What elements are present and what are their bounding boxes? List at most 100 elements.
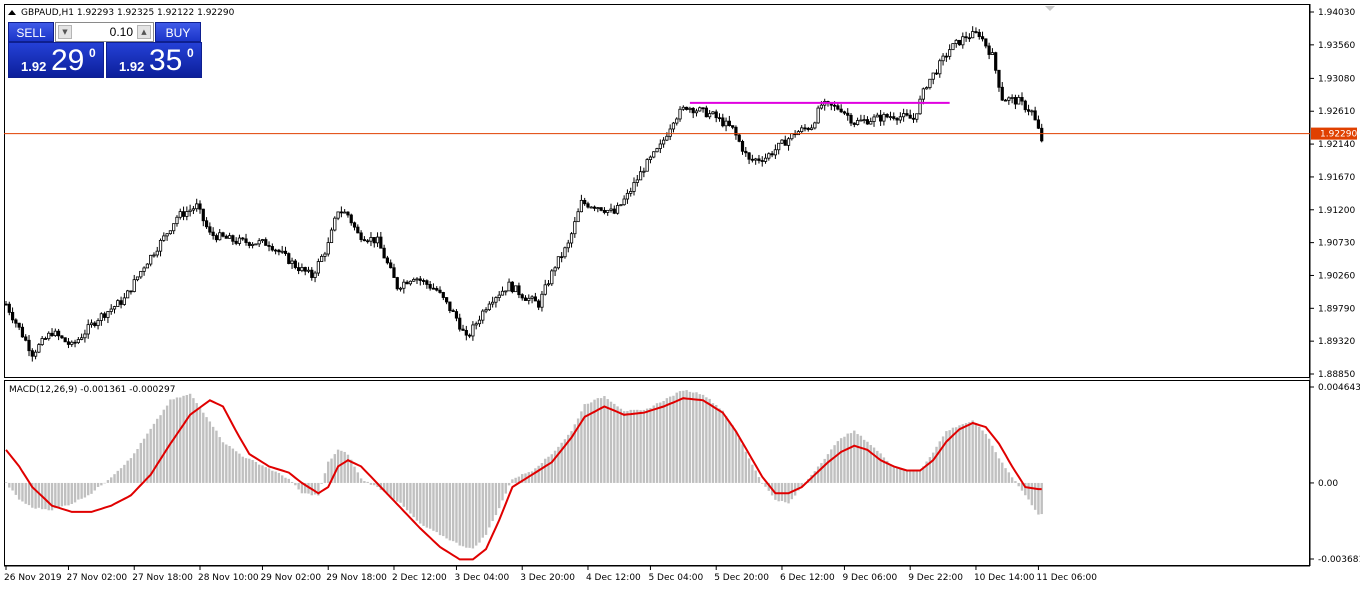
candle[interactable] <box>448 301 452 314</box>
candle[interactable] <box>359 230 363 243</box>
candle[interactable] <box>619 204 623 207</box>
candle[interactable] <box>1023 99 1027 113</box>
candle[interactable] <box>37 343 41 354</box>
candle[interactable] <box>944 52 948 62</box>
candle[interactable] <box>915 113 919 123</box>
candle[interactable] <box>487 301 491 311</box>
candle[interactable] <box>415 277 419 284</box>
candle[interactable] <box>842 110 847 116</box>
candle[interactable] <box>691 107 695 119</box>
candle[interactable] <box>514 285 518 293</box>
candle[interactable] <box>458 313 462 332</box>
candle[interactable] <box>477 315 482 327</box>
candle[interactable] <box>658 139 662 154</box>
candle[interactable] <box>116 299 120 307</box>
candle[interactable] <box>221 231 225 238</box>
candle[interactable] <box>366 239 370 244</box>
candle[interactable] <box>198 200 202 214</box>
candle[interactable] <box>139 270 143 279</box>
candle[interactable] <box>727 115 731 127</box>
candle[interactable] <box>984 38 988 49</box>
candle[interactable] <box>103 311 107 321</box>
candle[interactable] <box>20 323 25 338</box>
candle[interactable] <box>533 292 537 302</box>
candle[interactable] <box>66 337 71 349</box>
candle[interactable] <box>994 51 998 74</box>
candle[interactable] <box>688 106 692 113</box>
candle[interactable] <box>83 329 87 343</box>
candle[interactable] <box>468 333 472 339</box>
candle[interactable] <box>306 266 311 274</box>
candle[interactable] <box>70 340 74 347</box>
candle[interactable] <box>175 215 179 227</box>
candle[interactable] <box>668 124 672 141</box>
candle[interactable] <box>293 259 297 270</box>
candle[interactable] <box>471 321 475 341</box>
candle[interactable] <box>813 121 817 130</box>
candle[interactable] <box>313 270 317 283</box>
candle[interactable] <box>530 295 534 304</box>
candle[interactable] <box>629 187 633 197</box>
candle[interactable] <box>698 106 702 112</box>
candle[interactable] <box>662 137 666 148</box>
candle[interactable] <box>149 254 153 267</box>
candle[interactable] <box>142 266 146 276</box>
candle[interactable] <box>227 232 232 239</box>
candle[interactable] <box>615 202 620 215</box>
candle[interactable] <box>957 39 962 46</box>
candle[interactable] <box>126 289 130 299</box>
candle[interactable] <box>172 223 176 235</box>
candle[interactable] <box>708 110 712 120</box>
candle[interactable] <box>750 154 754 163</box>
candle[interactable] <box>622 195 626 206</box>
candle[interactable] <box>379 231 383 249</box>
candle[interactable] <box>504 290 508 296</box>
candle[interactable] <box>763 153 768 164</box>
candle[interactable] <box>777 142 781 155</box>
candle[interactable] <box>76 337 80 345</box>
candle[interactable] <box>80 333 84 341</box>
candle[interactable] <box>809 124 814 131</box>
candle[interactable] <box>859 114 863 122</box>
candle[interactable] <box>681 105 685 111</box>
candle[interactable] <box>165 233 169 241</box>
candle[interactable] <box>53 328 57 337</box>
candle[interactable] <box>185 206 189 221</box>
candle[interactable] <box>951 43 955 51</box>
candle[interactable] <box>882 112 886 126</box>
candle[interactable] <box>119 296 123 309</box>
candle[interactable] <box>931 72 935 85</box>
candle[interactable] <box>264 237 268 246</box>
chart-shift-marker-icon[interactable] <box>1045 6 1055 11</box>
candle[interactable] <box>573 216 577 238</box>
candle[interactable] <box>1017 94 1021 105</box>
lot-size-field[interactable]: ▼ 0.10 ▲ <box>55 22 154 42</box>
candle[interactable] <box>579 194 584 213</box>
candle[interactable] <box>717 113 722 122</box>
candle[interactable] <box>556 256 560 270</box>
candle[interactable] <box>1013 94 1018 110</box>
candle[interactable] <box>754 157 758 165</box>
candle[interactable] <box>352 221 357 231</box>
candle[interactable] <box>770 150 774 158</box>
candle[interactable] <box>428 281 432 291</box>
candle[interactable] <box>596 207 600 213</box>
candle[interactable] <box>724 117 728 132</box>
candle[interactable] <box>4 300 8 306</box>
candle[interactable] <box>553 266 557 277</box>
candle[interactable] <box>734 125 738 140</box>
candle[interactable] <box>372 237 376 248</box>
candle[interactable] <box>385 255 390 265</box>
candle[interactable] <box>948 44 952 60</box>
candle[interactable] <box>925 86 929 90</box>
candle[interactable] <box>652 151 656 159</box>
candle[interactable] <box>241 237 245 241</box>
candle[interactable] <box>550 268 554 286</box>
candle[interactable] <box>474 321 478 330</box>
candle[interactable] <box>395 276 399 291</box>
candle[interactable] <box>277 248 281 256</box>
candle[interactable] <box>491 296 495 308</box>
sell-price-button[interactable]: 1.92 29 0 <box>8 42 104 78</box>
candle[interactable] <box>632 177 636 196</box>
candle[interactable] <box>145 263 149 269</box>
